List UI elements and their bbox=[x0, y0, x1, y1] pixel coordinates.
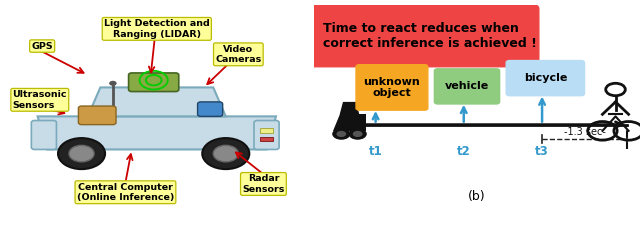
Text: Ultrasonic
Sensors: Ultrasonic Sensors bbox=[13, 90, 67, 110]
Text: (a): (a) bbox=[148, 190, 166, 203]
FancyBboxPatch shape bbox=[79, 106, 116, 125]
Text: Time to react reduces when
correct inference is achieved !: Time to react reduces when correct infer… bbox=[323, 22, 537, 50]
FancyBboxPatch shape bbox=[254, 121, 279, 149]
Polygon shape bbox=[88, 87, 226, 116]
FancyBboxPatch shape bbox=[31, 121, 56, 149]
Text: GPS: GPS bbox=[31, 42, 53, 51]
Text: t2: t2 bbox=[457, 145, 470, 158]
Polygon shape bbox=[340, 102, 359, 114]
Circle shape bbox=[109, 81, 116, 86]
Text: Central Computer
(Online Inference): Central Computer (Online Inference) bbox=[77, 183, 174, 202]
FancyBboxPatch shape bbox=[307, 5, 539, 67]
Text: bicycle: bicycle bbox=[524, 73, 567, 83]
Text: Radar
Sensors: Radar Sensors bbox=[242, 174, 285, 194]
Text: Video
Cameras: Video Cameras bbox=[215, 45, 262, 64]
FancyBboxPatch shape bbox=[435, 69, 500, 104]
Polygon shape bbox=[38, 116, 276, 149]
Circle shape bbox=[58, 138, 105, 169]
FancyBboxPatch shape bbox=[198, 102, 223, 116]
Circle shape bbox=[332, 128, 351, 140]
Polygon shape bbox=[333, 114, 366, 131]
Text: t3: t3 bbox=[535, 145, 549, 158]
Bar bbox=[260, 128, 273, 133]
FancyBboxPatch shape bbox=[356, 65, 428, 110]
Circle shape bbox=[202, 138, 250, 169]
Text: Light Detection and
Ranging (LIDAR): Light Detection and Ranging (LIDAR) bbox=[104, 19, 210, 39]
Text: vehicle: vehicle bbox=[445, 81, 489, 91]
FancyBboxPatch shape bbox=[129, 73, 179, 92]
Circle shape bbox=[353, 131, 363, 137]
Circle shape bbox=[349, 128, 367, 140]
FancyBboxPatch shape bbox=[506, 61, 584, 96]
Bar bbox=[260, 137, 273, 141]
Text: unknown
object: unknown object bbox=[364, 77, 420, 98]
Circle shape bbox=[213, 145, 238, 162]
Circle shape bbox=[337, 131, 346, 137]
Text: t1: t1 bbox=[369, 145, 383, 158]
Text: -1.3 sec-: -1.3 sec- bbox=[564, 127, 605, 137]
Text: (b): (b) bbox=[468, 190, 486, 203]
Circle shape bbox=[69, 145, 94, 162]
